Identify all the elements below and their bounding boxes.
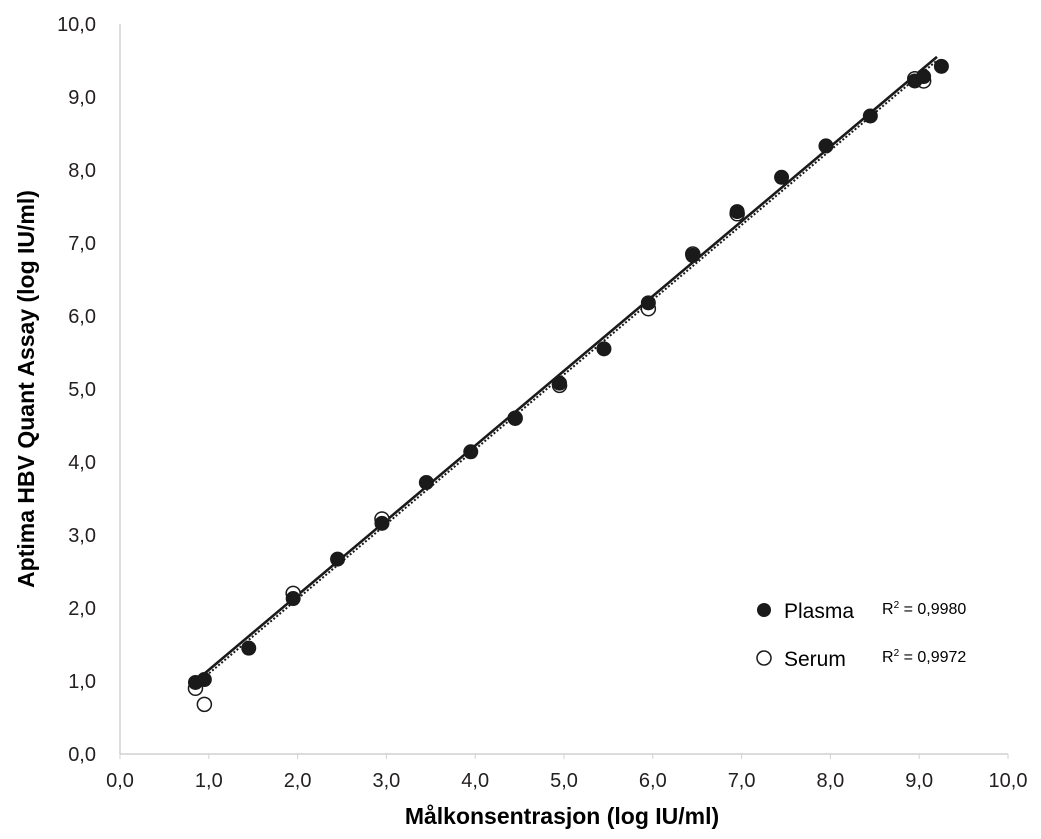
legend-label-serum: Serum [784, 648, 846, 671]
y-tick-label: 4,0 [68, 452, 96, 474]
point-plasma [818, 138, 834, 154]
y-tick-label: 8,0 [68, 160, 96, 182]
trendlines [199, 55, 938, 682]
y-axis-title: Aptima HBV Quant Assay (log IU/ml) [13, 190, 39, 588]
point-plasma [418, 474, 434, 490]
r2-plasma-value: = 0,9980 [899, 601, 966, 618]
point-plasma [685, 247, 701, 263]
x-tick-label: 10,0 [989, 770, 1028, 792]
point-plasma [933, 58, 949, 74]
x-tick-label: 3,0 [372, 770, 400, 792]
trendline-serum [199, 59, 938, 682]
r2-plasma-superscript: 2 [894, 600, 900, 611]
point-plasma [552, 375, 568, 391]
x-tick-label: 6,0 [639, 770, 667, 792]
data-points [187, 58, 949, 713]
x-tick-labels: 0,0 1,0 2,0 3,0 4,0 5,0 6,0 7,0 8,0 9,0 10,0 [106, 754, 1027, 792]
r2-plasma-label: R [882, 601, 894, 618]
y-tick-label: 2,0 [68, 598, 96, 620]
y-tick-label: 9,0 [68, 87, 96, 109]
trendline-plasma [199, 55, 938, 679]
r2-serum-label: R [882, 649, 894, 666]
x-tick-label: 2,0 [284, 770, 312, 792]
x-tick-label: 5,0 [550, 770, 578, 792]
y-tick-label: 5,0 [68, 379, 96, 401]
r2-plasma: R2 = 0,9980 [882, 600, 966, 618]
point-plasma [507, 410, 523, 426]
point-plasma [640, 295, 656, 311]
y-tick-label: 1,0 [68, 671, 96, 693]
x-axis-title: Målkonsentrasjon (log IU/ml) [405, 803, 719, 829]
y-tick-labels: 0,0 1,0 2,0 3,0 4,0 5,0 6,0 7,0 8,0 9,0 10,0 [57, 14, 96, 766]
r2-serum-value: = 0,9972 [899, 649, 966, 666]
y-tick-label: 10,0 [57, 14, 96, 36]
point-plasma [596, 341, 612, 357]
legend-marker-serum [756, 650, 772, 666]
y-tick-label: 7,0 [68, 233, 96, 255]
y-tick-label: 3,0 [68, 525, 96, 547]
point-plasma [729, 204, 745, 220]
point-plasma [330, 551, 346, 567]
point-serum [196, 696, 213, 713]
x-tick-label: 1,0 [195, 770, 223, 792]
legend: Plasma R2 = 0,9980 Serum R2 = 0,9972 [756, 600, 966, 671]
x-tick-label: 9,0 [905, 770, 933, 792]
point-plasma [241, 640, 257, 656]
y-tick-label: 0,0 [68, 744, 96, 766]
point-plasma [374, 515, 390, 531]
point-plasma [862, 108, 878, 124]
x-tick-label: 0,0 [106, 770, 134, 792]
r2-serum-superscript: 2 [894, 648, 900, 659]
point-plasma [196, 672, 212, 688]
point-plasma [285, 591, 301, 607]
point-plasma [916, 69, 932, 85]
x-tick-label: 4,0 [461, 770, 489, 792]
legend-label-plasma: Plasma [784, 600, 854, 623]
legend-marker-plasma [757, 603, 771, 617]
point-plasma [463, 444, 479, 460]
y-tick-label: 6,0 [68, 306, 96, 328]
x-tick-label: 8,0 [816, 770, 844, 792]
point-plasma [774, 169, 790, 185]
x-tick-label: 7,0 [728, 770, 756, 792]
r2-serum: R2 = 0,9972 [882, 648, 966, 666]
